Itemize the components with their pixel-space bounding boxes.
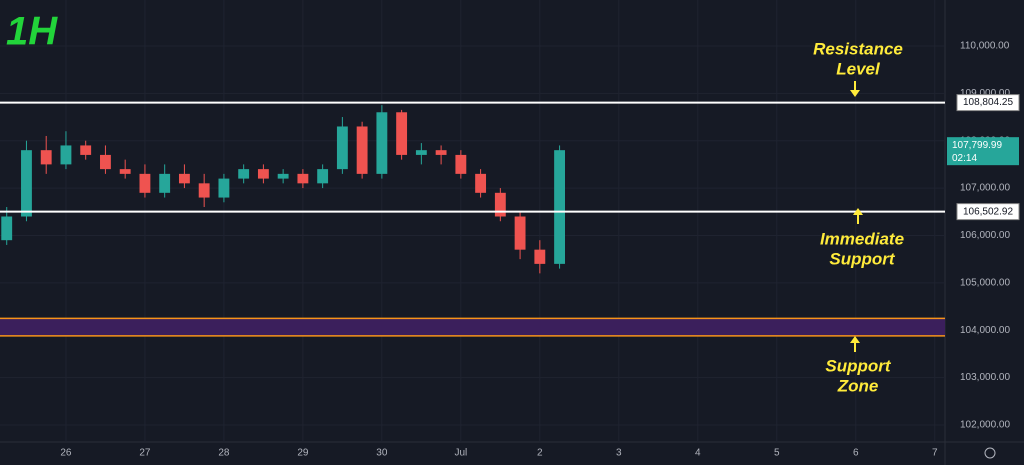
candle-body [455, 154, 467, 174]
candle-body [514, 216, 526, 250]
candle-body [40, 150, 52, 165]
y-tick-label: 103,000.00 [960, 372, 1010, 383]
candle-body [80, 145, 92, 155]
x-tick-label: 4 [695, 448, 701, 459]
x-tick-label: 5 [774, 448, 780, 459]
arrow-head [850, 336, 860, 343]
y-tick-label: 106,000.00 [960, 230, 1010, 241]
annotation: Support [829, 249, 895, 268]
last-price-label: 107,799.99 [952, 140, 1002, 151]
x-tick-label: Jul [454, 448, 467, 459]
y-tick-label: 104,000.00 [960, 325, 1010, 336]
candle-body [218, 178, 230, 198]
candle-body [139, 173, 151, 193]
annotation: Zone [837, 376, 879, 395]
annotation: Support [825, 356, 891, 375]
candle-body [277, 173, 289, 179]
candle-body [1, 216, 13, 241]
candle-body [60, 145, 72, 165]
arrow-head [853, 208, 863, 215]
settings-icon[interactable] [984, 447, 996, 459]
level-label: 106,502.92 [963, 206, 1013, 217]
candle-body [317, 169, 329, 184]
x-tick-label: 29 [297, 448, 309, 459]
candle-body [257, 169, 269, 179]
y-tick-label: 105,000.00 [960, 277, 1010, 288]
candle-body [198, 183, 210, 198]
candle-body [534, 249, 546, 264]
x-tick-label: 2 [537, 448, 543, 459]
level-tag [956, 94, 1020, 112]
candle-body [178, 173, 190, 184]
candle-body [238, 169, 250, 179]
annotation: Resistance [813, 39, 903, 58]
candle-body [376, 112, 388, 174]
candle-body [554, 150, 566, 264]
candle-body [159, 173, 171, 193]
candle-body [119, 169, 131, 174]
level-label: 108,804.25 [963, 97, 1013, 108]
chart-title: 1H [6, 10, 58, 54]
candle-body [21, 150, 32, 217]
candle-body [297, 173, 309, 184]
x-tick-label: 30 [376, 448, 388, 459]
candle-body [415, 150, 427, 155]
x-tick-label: 28 [218, 448, 230, 459]
annotation: Level [836, 59, 881, 78]
candle-body [100, 154, 111, 170]
last-price-tag [947, 137, 1019, 166]
y-tick-label: 107,000.00 [960, 183, 1010, 194]
candle-body [494, 192, 506, 217]
candle-body [435, 150, 447, 155]
x-tick-label: 3 [616, 448, 622, 459]
candle-body [336, 126, 348, 170]
y-tick-label: 109,000.00 [960, 88, 1010, 99]
x-tick-label: 26 [60, 448, 72, 459]
arrow-head [850, 90, 860, 97]
x-tick-label: 6 [853, 448, 859, 459]
support-zone [0, 318, 945, 336]
candle-body [396, 112, 408, 155]
y-tick-label: 102,000.00 [960, 420, 1010, 431]
candle-body [475, 173, 487, 193]
x-tick-label: 7 [932, 448, 938, 459]
x-tick-label: 27 [139, 448, 151, 459]
candle-body [356, 126, 368, 174]
level-tag [956, 203, 1020, 221]
countdown: 02:14 [952, 153, 977, 164]
y-tick-label: 110,000.00 [960, 41, 1010, 52]
annotation: Immediate [820, 229, 904, 248]
